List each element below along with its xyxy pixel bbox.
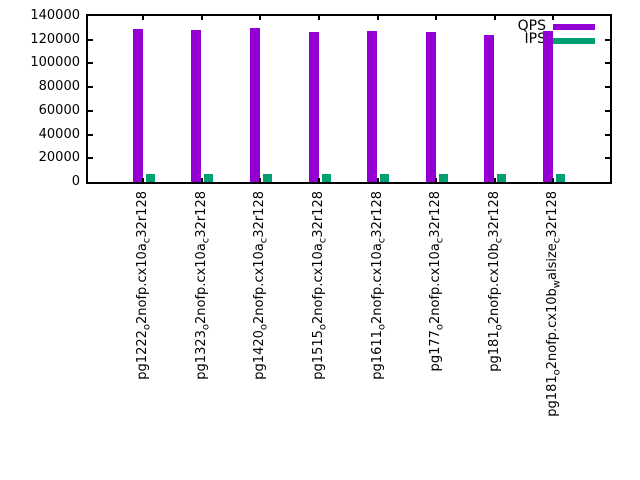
bar-qps-2 (249, 27, 260, 182)
bar-ips-1 (204, 174, 214, 182)
x-tick-label: pg1611o2nofp.cx10ac32r128 (369, 191, 388, 380)
y-tick-mark-right (605, 133, 610, 136)
x-tick-label: pg1323o2nofp.cx10ac32r128 (193, 191, 212, 380)
x-tick-mark-bottom (552, 178, 555, 182)
y-tick-label: 100000 (30, 55, 80, 71)
plot-area (86, 14, 612, 184)
y-tick-label: 120000 (30, 31, 80, 47)
x-tick-mark-bottom (493, 178, 496, 182)
x-tick-mark-top (318, 16, 320, 20)
x-tick-mark-bottom (435, 178, 438, 182)
y-tick-mark-left (88, 109, 93, 112)
bar-ips-6 (497, 174, 507, 182)
bar-ips-0 (145, 174, 155, 182)
x-tick-mark-top (493, 16, 496, 20)
bar-ips-7 (555, 174, 565, 182)
x-tick-mark-top (435, 16, 438, 20)
x-tick-mark-top (259, 16, 262, 20)
x-tick-mark-top (376, 16, 379, 20)
y-tick-mark-left (88, 38, 93, 41)
x-tick-label: pg1515o2nofp.cx10ac32r128 (311, 191, 329, 380)
bar-qps-1 (191, 29, 202, 182)
y-tick-mark-left (88, 157, 93, 160)
x-tick-label: pg1222o2nofp.cx10ac32r128 (135, 191, 153, 380)
bar-qps-5 (425, 32, 436, 182)
x-tick-label: pg177o2nofp.cx10ac32r128 (428, 191, 446, 372)
y-tick-label: 60000 (38, 102, 80, 118)
x-tick-mark-bottom (200, 178, 203, 182)
x-tick-mark-bottom (318, 178, 320, 182)
y-tick-mark-left (88, 86, 93, 89)
y-tick-mark-left (88, 133, 93, 136)
y-tick-mark-left (88, 62, 93, 65)
y-tick-label: 40000 (38, 126, 80, 142)
legend-label-qps: QPS (517, 18, 546, 34)
bar-qps-6 (484, 34, 495, 182)
bar-qps-3 (308, 32, 319, 182)
y-tick-label: 80000 (38, 79, 80, 95)
x-tick-mark-bottom (376, 178, 379, 182)
y-tick-mark-right (605, 157, 610, 160)
x-tick-label: pg1420o2nofp.cx10ac32r128 (252, 191, 270, 380)
x-tick-mark-bottom (142, 178, 145, 182)
x-tick-mark-top (552, 16, 555, 20)
legend-swatch-ips (553, 38, 595, 44)
y-tick-label: 0 (71, 174, 80, 189)
y-tick-mark-right (605, 109, 610, 112)
y-tick-mark-right (605, 62, 610, 65)
bar-qps-0 (132, 28, 143, 182)
bar-qps-4 (367, 31, 378, 182)
bar-ips-5 (438, 174, 448, 182)
bar-ips-2 (262, 174, 272, 182)
x-tick-mark-bottom (259, 178, 262, 182)
y-tick-label: 20000 (38, 150, 80, 166)
legend-label-ips: IPS (524, 31, 546, 47)
y-tick-label: 140000 (30, 8, 80, 23)
bar-ips-4 (380, 173, 390, 182)
y-tick-mark-right (605, 38, 610, 41)
y-tick-mark-right (605, 86, 610, 89)
bar-ips-3 (321, 174, 331, 182)
x-tick-mark-top (200, 16, 203, 20)
x-tick-label: pg181o2nofp.cx10bc32r128 (486, 191, 505, 372)
x-tick-mark-top (142, 16, 145, 20)
x-tick-label: pg181o2nofp.cx10bwalsizec32r128 (545, 191, 563, 417)
legend-swatch-qps (553, 24, 595, 30)
bar-qps-7 (542, 31, 553, 182)
